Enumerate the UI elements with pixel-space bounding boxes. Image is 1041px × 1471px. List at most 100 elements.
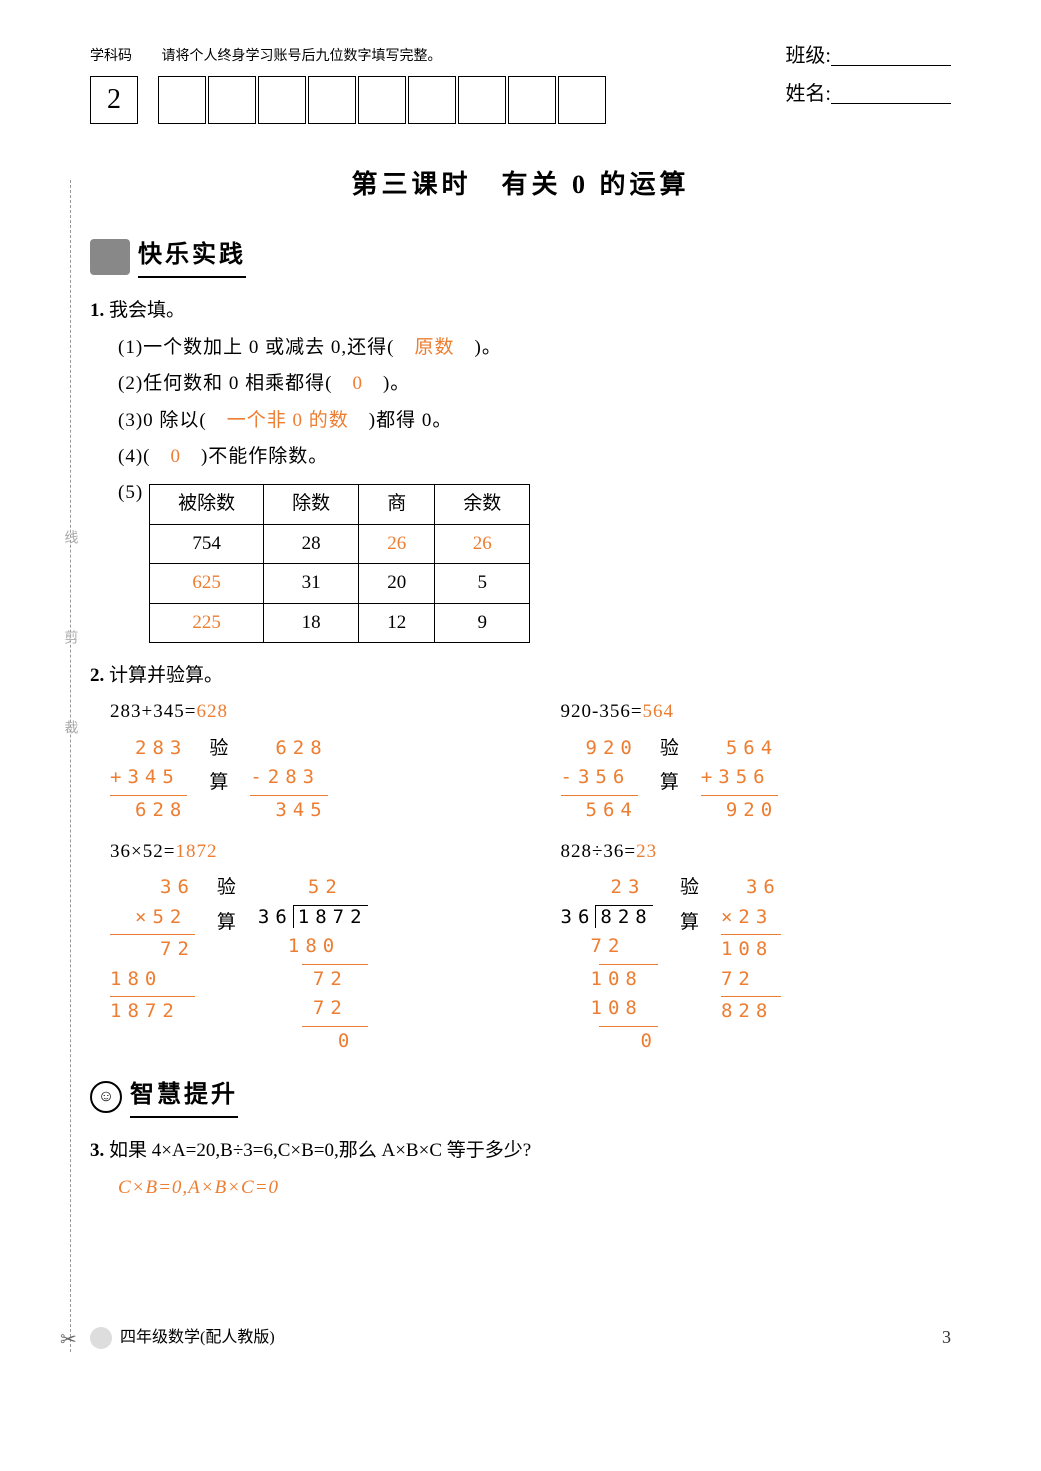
q1-s4-post: )不能作除数。 [181,446,328,467]
code-instruction: 请将个人终身学习账号后九位数字填写完整。 [162,49,442,64]
class-label: 班级: [785,45,831,67]
calc-grid: 283+345=628 283+345 628 验算 628-283 345 920… [110,697,951,1056]
table-cell: 26 [359,524,435,563]
table-cell: 20 [359,564,435,603]
star-icon [90,1327,112,1349]
vertical-calc: 36×2310872828 [721,873,781,1026]
table-cell: 9 [435,603,530,642]
name-label: 姓名: [785,83,831,105]
digit-box[interactable] [308,76,356,124]
table-header: 商 [359,485,435,524]
calc-block: 283+345=628 283+345 628 验算 628-283 345 [110,697,501,825]
q1-sub2: (2)任何数和 0 相乘都得( 0 )。 [118,369,951,399]
table-row: 22518129 [150,603,530,642]
question-2: 2. 计算并验算。 [90,661,951,691]
scissors-icon: ✂ [60,1324,77,1356]
page-number: 3 [942,1323,951,1352]
name-field[interactable] [831,86,951,104]
check-label: 验算 [656,734,683,799]
q1-table: 被除数除数商余数 7542826266253120522518129 [149,484,530,643]
q1-s2-answer: 0 [352,373,363,394]
table-header: 除数 [264,485,359,524]
question-3: 3. 如果 4×A=20,B÷3=6,C×B=0,那么 A×B×C 等于多少? [90,1136,951,1166]
digit-box[interactable] [208,76,256,124]
q1-s2-pre: (2)任何数和 0 相乘都得( [118,373,352,394]
table-cell: 18 [264,603,359,642]
q1-s4-answer: 0 [170,446,181,467]
digit-box[interactable] [258,76,306,124]
code-label: 学科码 [90,49,132,64]
table-cell: 28 [264,524,359,563]
digit-box: 2 [90,76,138,124]
section-1-title: 快乐实践 [138,236,246,278]
q1-s5-label: (5) [118,478,143,508]
footer-text: 四年级数学(配人教版) [120,1325,275,1351]
table-row: 754282626 [150,524,530,563]
code-boxes: 2 [90,76,606,124]
check-label: 验算 [205,734,232,799]
table-header: 余数 [435,485,530,524]
cut-label-3: 裁 [58,720,80,734]
vertical-calc: 920-356 564 [561,734,638,825]
q1-s3-post: )都得 0。 [349,410,453,431]
digit-box[interactable] [158,76,206,124]
practice-icon [90,239,130,275]
digit-box[interactable] [558,76,606,124]
digit-box[interactable] [408,76,456,124]
equation: 828÷36=23 [561,837,952,867]
equation: 920-356=564 [561,697,952,727]
digit-box[interactable] [508,76,556,124]
q3-num: 3. [90,1140,104,1161]
equation: 36×52=1872 [110,837,501,867]
q1-stem: 我会填。 [109,300,185,321]
digit-box[interactable] [358,76,406,124]
q1-s3-answer: 一个非 0 的数 [227,410,349,431]
table-header: 被除数 [150,485,264,524]
table-cell: 26 [435,524,530,563]
equation: 283+345=628 [110,697,501,727]
long-division: 52361872180 72 72 0 [258,873,368,1056]
cut-label-2: 剪 [58,630,80,644]
class-field[interactable] [831,48,951,66]
section-2-header: ☺ 智慧提升 [90,1076,951,1118]
footer: 四年级数学(配人教版) 3 [90,1323,951,1352]
vertical-calc: 36 ×52 721801872 [110,873,195,1026]
q1-sub3: (3)0 除以( 一个非 0 的数 )都得 0。 [118,406,951,436]
long-division: 233682872108108 0 [561,873,658,1056]
table-cell: 12 [359,603,435,642]
q3-stem: 如果 4×A=20,B÷3=6,C×B=0,那么 A×B×C 等于多少? [109,1140,531,1161]
vertical-calc: 628-283 345 [250,734,327,825]
digit-box[interactable] [458,76,506,124]
q1-num: 1. [90,300,104,321]
q2-num: 2. [90,665,104,686]
table-cell: 5 [435,564,530,603]
check-label: 验算 [676,873,703,938]
lesson-title: 第三课时 有关 0 的运算 [90,164,951,206]
header: 学科码 请将个人终身学习账号后九位数字填写完整。 2 班级: 姓名: [90,40,951,124]
q1-s1-post: )。 [455,337,502,358]
section-1-header: 快乐实践 [90,236,951,278]
table-cell: 31 [264,564,359,603]
cut-label-1: 线 [58,530,80,544]
q1-sub1: (1)一个数加上 0 或减去 0,还得( 原数 )。 [118,333,951,363]
check-label: 验算 [213,873,240,938]
wisdom-icon: ☺ [90,1081,122,1113]
q1-s3-pre: (3)0 除以( [118,410,227,431]
cut-line [70,180,71,1352]
class-name-block: 班级: 姓名: [785,40,951,116]
calc-block: 920-356=564 920-356 564 验算 564+356 920 [561,697,952,825]
table-cell: 625 [150,564,264,603]
q1-s4-pre: (4)( [118,446,170,467]
calc-block: 828÷36=23 233682872108108 0 验算 36×2310872… [561,837,952,1056]
wisdom-icon-inner: ☺ [98,1084,114,1110]
q1-s1-pre: (1)一个数加上 0 或减去 0,还得( [118,337,414,358]
q1-s1-answer: 原数 [414,337,454,358]
vertical-calc: 564+356 920 [701,734,778,825]
calc-block: 36×52=1872 36 ×52 721801872 验算 5236187218… [110,837,501,1056]
q1-s2-post: )。 [363,373,410,394]
table-row: 62531205 [150,564,530,603]
section-2-title: 智慧提升 [130,1076,238,1118]
vertical-calc: 283+345 628 [110,734,187,825]
table-cell: 754 [150,524,264,563]
table-cell: 225 [150,603,264,642]
